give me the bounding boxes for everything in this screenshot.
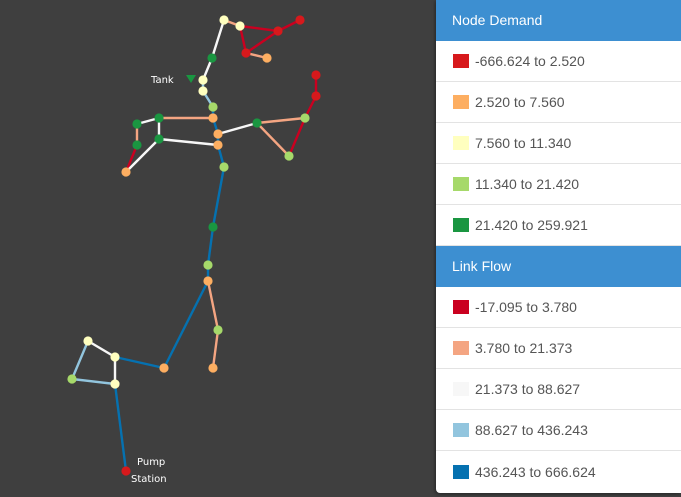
node-demand-item: 2.520 to 7.560 — [436, 82, 681, 123]
tank-label: Tank — [150, 75, 174, 86]
pipe-link[interactable] — [238, 24, 280, 33]
pipe-link[interactable] — [86, 339, 117, 359]
junction-node[interactable] — [207, 53, 217, 63]
color-swatch — [453, 54, 469, 68]
range-label: 3.780 to 21.373 — [475, 340, 573, 356]
range-label: -666.624 to 2.520 — [475, 53, 585, 69]
network-links — [70, 18, 318, 473]
link-flow-item: -17.095 to 3.780 — [436, 287, 681, 328]
pump-station-node[interactable] — [121, 466, 131, 476]
color-swatch — [453, 300, 469, 314]
pipe-link[interactable] — [157, 137, 220, 147]
junction-node[interactable] — [159, 363, 169, 373]
node-demand-header: Node Demand — [436, 0, 681, 41]
junction-node[interactable] — [154, 113, 164, 123]
junction-node[interactable] — [295, 15, 305, 25]
junction-node[interactable] — [198, 75, 208, 85]
junction-node[interactable] — [213, 325, 223, 335]
range-label: -17.095 to 3.780 — [475, 299, 577, 315]
link-flow-header: Link Flow — [436, 246, 681, 287]
junction-node[interactable] — [198, 86, 208, 96]
range-label: 88.627 to 436.243 — [475, 422, 588, 438]
range-label: 21.420 to 259.921 — [475, 217, 588, 233]
junction-node[interactable] — [83, 336, 93, 346]
color-swatch — [453, 218, 469, 232]
range-label: 21.373 to 88.627 — [475, 381, 581, 397]
range-label: 2.520 to 7.560 — [475, 94, 565, 110]
color-swatch — [453, 423, 469, 437]
pipe-link[interactable] — [210, 18, 226, 60]
junction-node[interactable] — [252, 118, 262, 128]
junction-node[interactable] — [284, 151, 294, 161]
node-demand-item: 11.340 to 21.420 — [436, 164, 681, 205]
color-swatch — [453, 464, 469, 479]
junction-node[interactable] — [273, 26, 283, 36]
node-demand-item: 7.560 to 11.340 — [436, 123, 681, 164]
pipe-link[interactable] — [255, 116, 307, 125]
pipe-link[interactable] — [287, 116, 307, 158]
pump-label-line1: Pump — [137, 457, 165, 468]
junction-node[interactable] — [110, 352, 120, 362]
color-swatch — [453, 136, 469, 150]
legend-panel: Node Demand -666.624 to 2.520 2.520 to 7… — [436, 0, 681, 493]
pipe-link[interactable] — [70, 377, 117, 386]
pipe-link[interactable] — [211, 165, 226, 229]
junction-node[interactable] — [219, 162, 229, 172]
pump-label-line2: Station — [131, 474, 167, 485]
link-flow-item: 88.627 to 436.243 — [436, 410, 681, 451]
pipe-link[interactable] — [113, 382, 128, 473]
link-flow-item: 21.373 to 88.627 — [436, 369, 681, 410]
pipe-link[interactable] — [238, 24, 248, 55]
pipe-link[interactable] — [211, 328, 220, 370]
junction-node[interactable] — [154, 134, 164, 144]
pipe-link[interactable] — [216, 121, 259, 136]
node-demand-item: 21.420 to 259.921 — [436, 205, 681, 246]
pipe-link[interactable] — [70, 339, 90, 381]
junction-node[interactable] — [132, 140, 142, 150]
network-nodes — [67, 15, 321, 476]
junction-node[interactable] — [208, 113, 218, 123]
pipe-link[interactable] — [244, 29, 280, 55]
pipe-link[interactable] — [255, 121, 291, 158]
range-label: 11.340 to 21.420 — [475, 176, 580, 192]
junction-node[interactable] — [235, 21, 245, 31]
node-demand-item: -666.624 to 2.520 — [436, 41, 681, 82]
junction-node[interactable] — [208, 102, 218, 112]
junction-node[interactable] — [219, 15, 229, 25]
junction-node[interactable] — [132, 119, 142, 129]
junction-node[interactable] — [262, 53, 272, 63]
color-swatch — [453, 95, 469, 109]
pipe-link[interactable] — [113, 355, 166, 370]
pipe-link[interactable] — [124, 143, 139, 174]
pipe-link[interactable] — [162, 279, 210, 370]
pipe-link[interactable] — [124, 137, 161, 174]
junction-node[interactable] — [121, 167, 131, 177]
junction-node[interactable] — [208, 363, 218, 373]
junction-node[interactable] — [213, 140, 223, 150]
junction-node[interactable] — [203, 260, 213, 270]
junction-node[interactable] — [300, 113, 310, 123]
tank-icon[interactable] — [186, 75, 196, 83]
color-swatch — [453, 177, 469, 191]
range-label: 436.243 to 666.624 — [475, 463, 596, 480]
junction-node[interactable] — [67, 374, 77, 384]
junction-node[interactable] — [311, 70, 321, 80]
pipe-link[interactable] — [206, 279, 220, 332]
range-label: 7.560 to 11.340 — [475, 135, 572, 151]
junction-node[interactable] — [241, 48, 251, 58]
link-flow-item: 3.780 to 21.373 — [436, 328, 681, 369]
junction-node[interactable] — [203, 276, 213, 286]
junction-node[interactable] — [208, 222, 218, 232]
color-swatch — [453, 382, 469, 396]
pipe-link[interactable] — [206, 225, 215, 267]
junction-node[interactable] — [311, 91, 321, 101]
link-flow-item: 436.243 to 666.624 — [436, 451, 681, 492]
color-swatch — [453, 341, 469, 355]
junction-node[interactable] — [110, 379, 120, 389]
junction-node[interactable] — [213, 129, 223, 139]
